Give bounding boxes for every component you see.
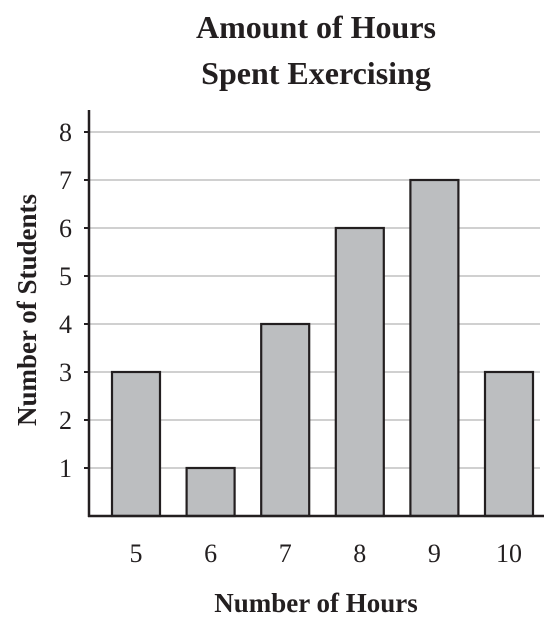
bar bbox=[185, 466, 236, 518]
x-tick-labels: 5 6 7 8 9 10 bbox=[130, 539, 523, 568]
gridlines bbox=[84, 131, 540, 469]
y-tick-label: 8 bbox=[59, 118, 72, 147]
y-axis-title: Number of Students bbox=[12, 194, 42, 426]
bar bbox=[334, 226, 385, 518]
x-tick-label: 10 bbox=[496, 539, 522, 568]
x-axis-title: Number of Hours bbox=[214, 588, 418, 618]
bar bbox=[483, 370, 535, 518]
y-tick-label: 5 bbox=[59, 262, 72, 291]
x-tick-label: 5 bbox=[130, 539, 143, 568]
y-tick-label: 1 bbox=[59, 454, 72, 483]
bar bbox=[409, 178, 460, 518]
y-tick-label: 3 bbox=[59, 358, 72, 387]
chart-title-line-2: Spent Exercising bbox=[201, 55, 431, 91]
y-tick-labels: 1 2 3 4 5 6 7 8 bbox=[59, 118, 72, 483]
bar bbox=[260, 322, 311, 518]
x-tick-label: 6 bbox=[204, 539, 217, 568]
axes bbox=[87, 110, 544, 518]
y-tick-label: 2 bbox=[59, 406, 72, 435]
chart-title-line-1: Amount of Hours bbox=[195, 9, 436, 45]
y-tick-label: 7 bbox=[59, 166, 72, 195]
chart-title: Amount of Hours Spent Exercising bbox=[88, 4, 544, 96]
x-tick-label: 7 bbox=[279, 539, 292, 568]
bar bbox=[110, 370, 162, 518]
y-tick-label: 4 bbox=[59, 310, 72, 339]
y-tick-label: 6 bbox=[59, 214, 72, 243]
x-tick-label: 8 bbox=[353, 539, 366, 568]
bars bbox=[110, 178, 535, 518]
x-tick-label: 9 bbox=[428, 539, 441, 568]
